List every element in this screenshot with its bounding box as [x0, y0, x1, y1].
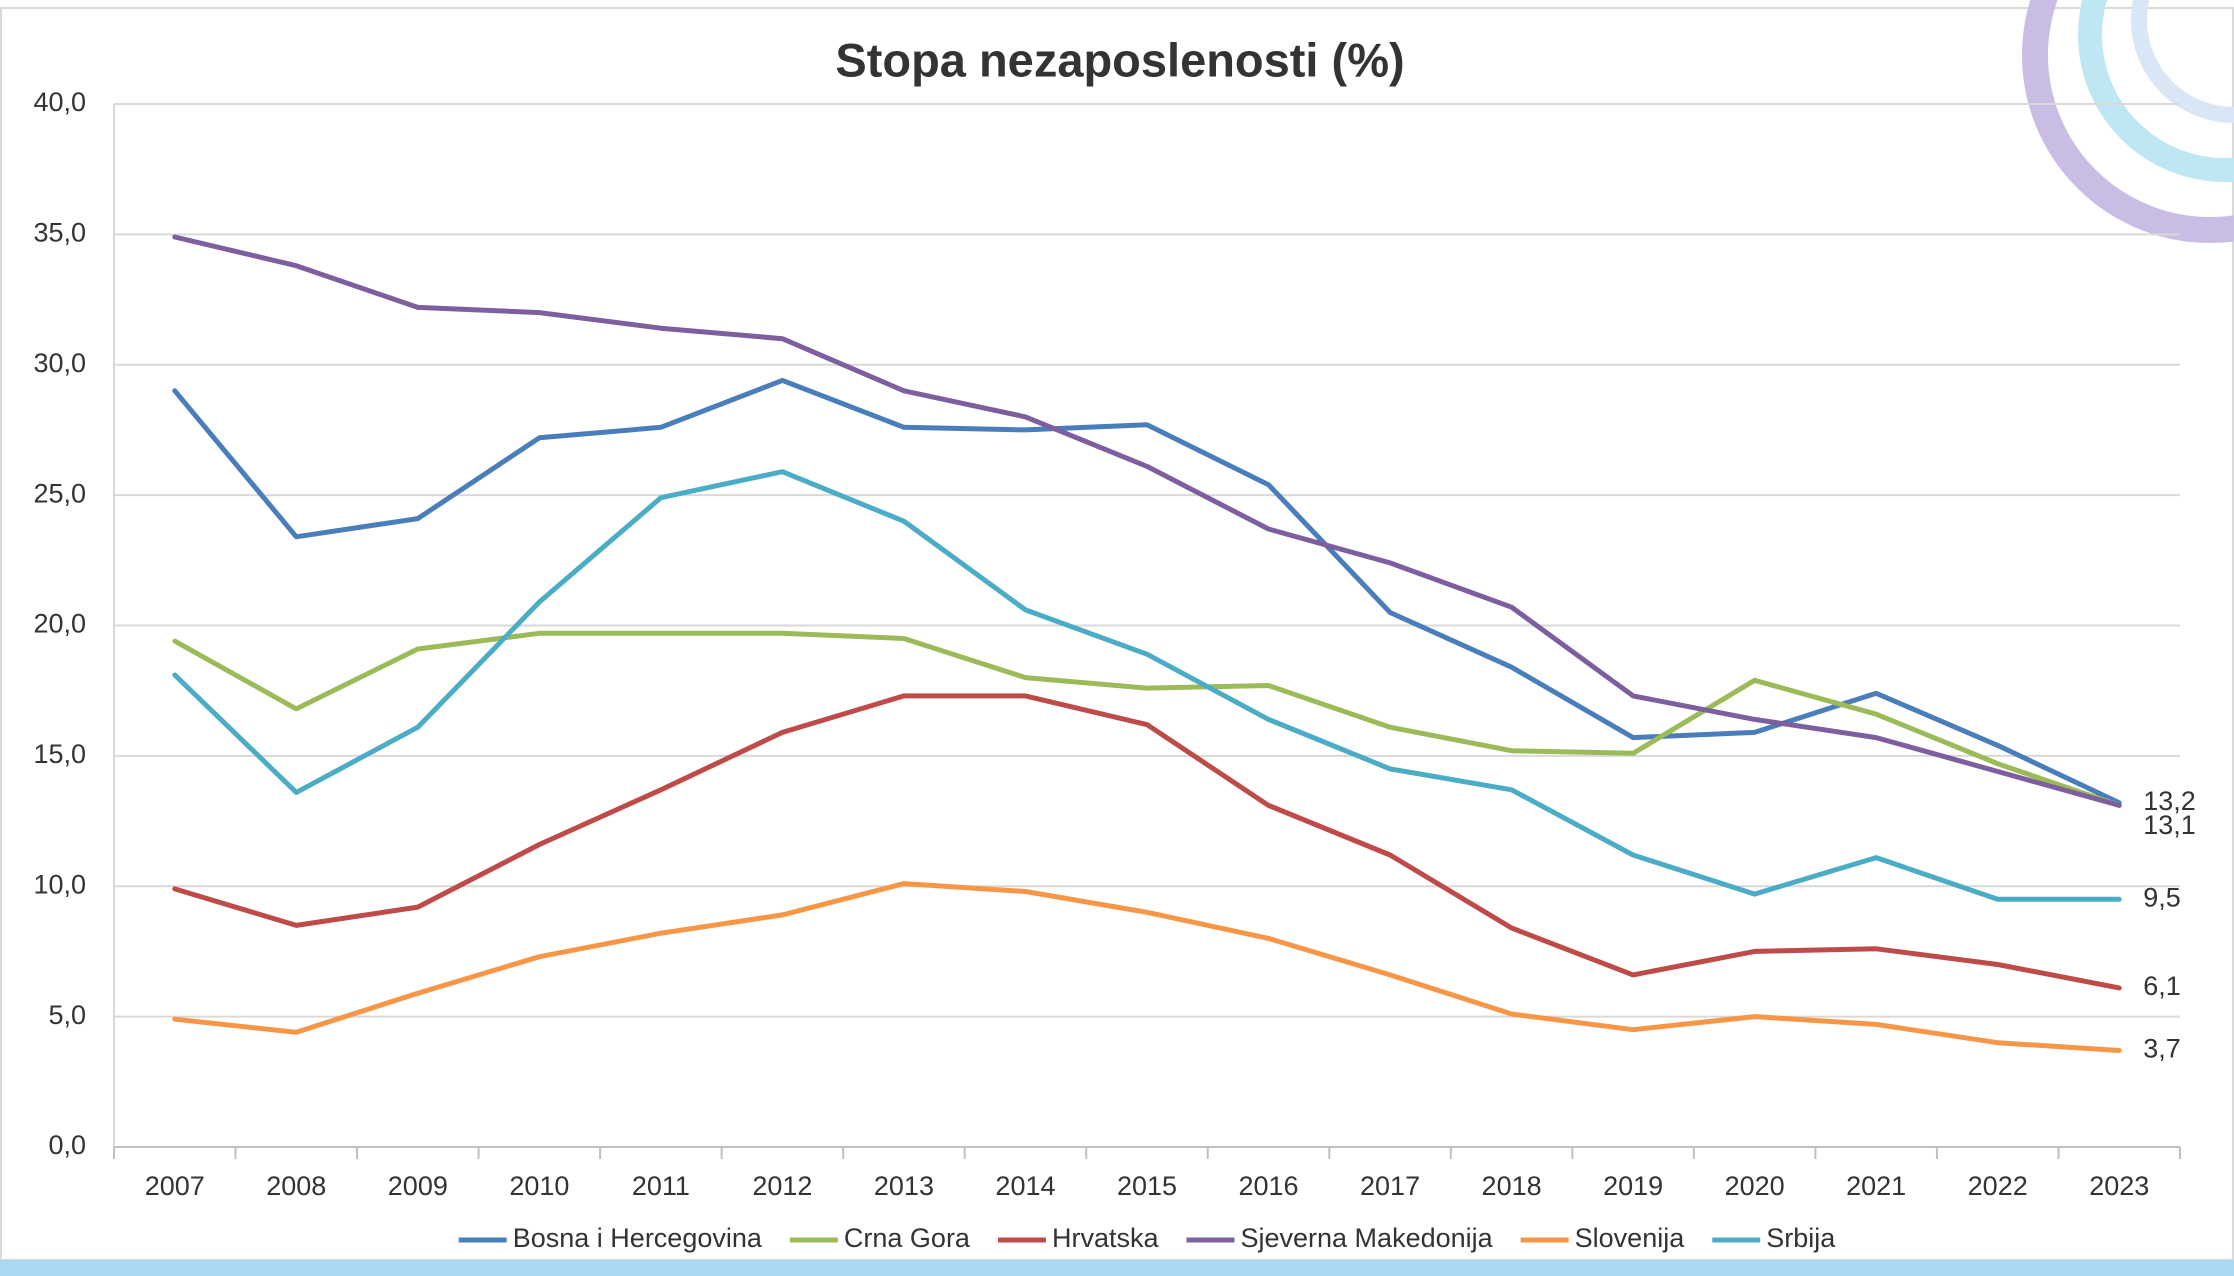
legend-label: Hrvatska: [1052, 1223, 1160, 1253]
legend-label: Slovenija: [1575, 1223, 1686, 1253]
y-tick-label: 5,0: [48, 1000, 86, 1030]
y-tick-label: 15,0: [33, 739, 86, 769]
x-tick-label: 2020: [1725, 1171, 1785, 1201]
x-tick-label: 2007: [145, 1171, 205, 1201]
x-tick-label: 2010: [509, 1171, 569, 1201]
y-tick-label: 40,0: [33, 87, 86, 117]
x-tick-label: 2021: [1846, 1171, 1906, 1201]
y-tick-label: 20,0: [33, 609, 86, 639]
data-label: 6,1: [2143, 971, 2181, 1001]
y-tick-label: 35,0: [33, 218, 86, 248]
legend: Bosna i Hercegovina Crna Gora Hrvatska Sjev…: [459, 1223, 1836, 1253]
chart-frame: [1, 8, 2233, 1260]
x-tick-label: 2023: [2089, 1171, 2149, 1201]
x-tick-label: 2017: [1360, 1171, 1420, 1201]
legend-label: Bosna i Hercegovina: [513, 1223, 763, 1253]
y-tick-label: 25,0: [33, 478, 86, 508]
chart: Stopa nezaposlenosti (%) 0,0 5,0 10,0 15,0 2…: [0, 0, 2234, 1276]
x-tick-label: 2018: [1482, 1171, 1542, 1201]
legend-label: Sjeverna Makedonija: [1240, 1223, 1493, 1253]
x-tick-label: 2013: [874, 1171, 934, 1201]
x-tick-label: 2009: [388, 1171, 448, 1201]
y-tick-label: 10,0: [33, 869, 86, 899]
x-tick-label: 2012: [752, 1171, 812, 1201]
x-tick-label: 2015: [1117, 1171, 1177, 1201]
x-tick-label: 2022: [1968, 1171, 2028, 1201]
x-tick-label: 2011: [632, 1171, 690, 1201]
legend-label: Crna Gora: [844, 1223, 971, 1253]
data-label: 3,7: [2143, 1034, 2181, 1064]
bottom-band: [0, 1260, 2234, 1276]
y-tick-label: 30,0: [33, 348, 86, 378]
x-tick-label: 2019: [1603, 1171, 1663, 1201]
data-label: 13,1: [2143, 810, 2196, 840]
x-tick-label: 2016: [1238, 1171, 1298, 1201]
data-label: 9,5: [2143, 882, 2181, 912]
x-tick-label: 2014: [995, 1171, 1055, 1201]
y-tick-label: 0,0: [48, 1130, 86, 1160]
chart-title: Stopa nezaposlenosti (%): [835, 33, 1404, 86]
legend-label: Srbija: [1766, 1223, 1836, 1253]
x-tick-label: 2008: [266, 1171, 326, 1201]
